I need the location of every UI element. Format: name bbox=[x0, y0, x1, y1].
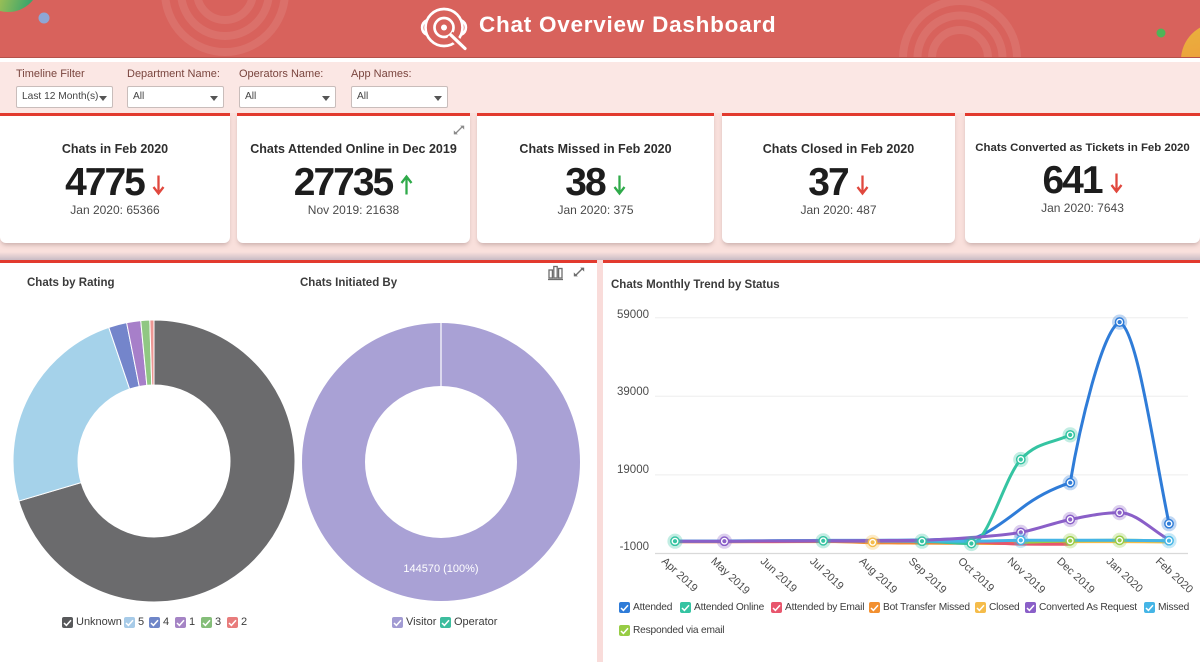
svg-text:Dec 2019: Dec 2019 bbox=[1054, 555, 1097, 596]
svg-text:Oct 2019: Oct 2019 bbox=[955, 555, 996, 594]
svg-text:Aug 2019: Aug 2019 bbox=[857, 555, 900, 596]
svg-text:39000: 39000 bbox=[617, 386, 649, 398]
svg-text:Nov 2019: Nov 2019 bbox=[1005, 555, 1048, 596]
svg-text:59000: 59000 bbox=[617, 309, 649, 321]
svg-text:19000: 19000 bbox=[617, 464, 649, 476]
svg-text:May 2019: May 2019 bbox=[708, 555, 752, 597]
svg-text:144570 (100%): 144570 (100%) bbox=[403, 563, 478, 575]
svg-text:Feb 2020: Feb 2020 bbox=[1153, 555, 1195, 595]
svg-text:Sep 2019: Sep 2019 bbox=[906, 555, 949, 596]
svg-text:Jan 2020: Jan 2020 bbox=[1104, 555, 1145, 595]
svg-text:Apr 2019: Apr 2019 bbox=[659, 555, 700, 594]
svg-text:Jul 2019: Jul 2019 bbox=[807, 555, 846, 592]
svg-text:Jun 2019: Jun 2019 bbox=[758, 555, 799, 595]
svg-text:-1000: -1000 bbox=[620, 541, 649, 553]
